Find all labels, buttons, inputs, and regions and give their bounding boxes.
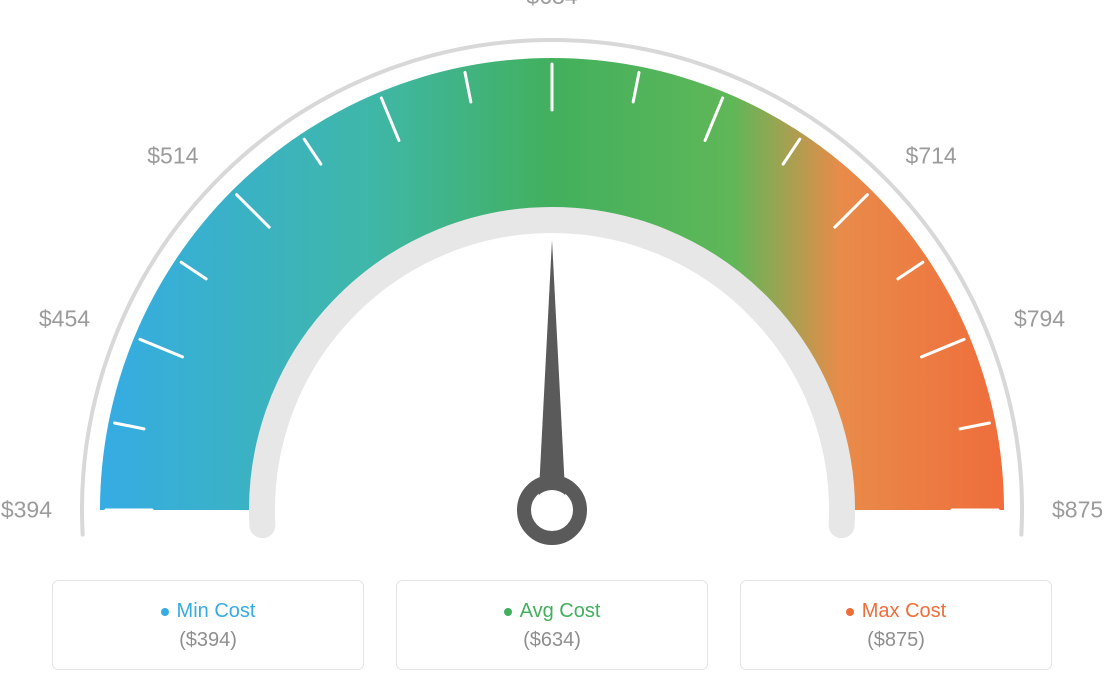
gauge-axis-label: $714 (906, 143, 957, 170)
gauge-area: $394 $454 $514 $634 $714 $794 $875 (0, 0, 1104, 570)
legend-min-label: Min Cost (177, 600, 256, 623)
gauge-svg (52, 10, 1052, 570)
gauge-axis-label: $394 (1, 497, 52, 524)
gauge-axis-label: $454 (39, 305, 90, 332)
legend-card-avg: Avg Cost ($634) (396, 580, 708, 670)
legend-max-top: Max Cost (846, 600, 946, 623)
legend-max-dot (846, 608, 854, 616)
legend-min-dot (161, 608, 169, 616)
legend-min-top: Min Cost (161, 600, 256, 623)
gauge-axis-label: $514 (147, 143, 198, 170)
cost-gauge-widget: $394 $454 $514 $634 $714 $794 $875 Min Cost ($… (0, 0, 1104, 690)
gauge-axis-label: $875 (1052, 497, 1103, 524)
legend-min-value: ($394) (179, 629, 237, 652)
legend-card-min: Min Cost ($394) (52, 580, 364, 670)
gauge-axis-label: $634 (526, 0, 577, 10)
legend-avg-value: ($634) (523, 629, 581, 652)
legend-row: Min Cost ($394) Avg Cost ($634) Max Cost… (52, 580, 1052, 670)
legend-card-max: Max Cost ($875) (740, 580, 1052, 670)
legend-avg-label: Avg Cost (520, 600, 601, 623)
legend-avg-top: Avg Cost (504, 600, 601, 623)
gauge-axis-label: $794 (1014, 305, 1065, 332)
legend-avg-dot (504, 608, 512, 616)
legend-max-label: Max Cost (862, 600, 946, 623)
legend-max-value: ($875) (867, 629, 925, 652)
